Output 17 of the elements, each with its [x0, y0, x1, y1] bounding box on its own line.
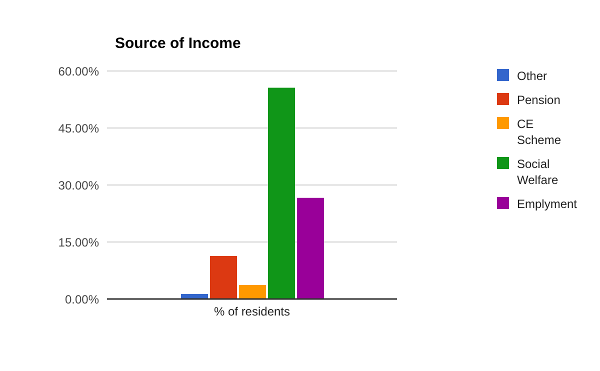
legend-label: Social Welfare: [517, 156, 560, 188]
chart-title: Source of Income: [115, 35, 241, 52]
y-tick-label: 30.00%: [58, 178, 100, 192]
legend-label: Other: [517, 68, 548, 84]
bar: [239, 284, 266, 299]
legend-label: Pension: [517, 92, 562, 108]
legend-label: CE Scheme: [517, 116, 562, 148]
y-tick-label: 0.00%: [64, 292, 100, 306]
bar: [268, 88, 295, 299]
legend-label: Emplyment: [517, 196, 578, 212]
bar: [210, 256, 237, 299]
y-tick-label: 60.00%: [58, 64, 100, 78]
bar: [297, 198, 324, 299]
y-tick-label: 45.00%: [58, 121, 100, 136]
bar: [181, 294, 208, 299]
x-tick-label: % of residents: [214, 304, 290, 319]
y-tick-label: 15.00%: [58, 235, 100, 250]
